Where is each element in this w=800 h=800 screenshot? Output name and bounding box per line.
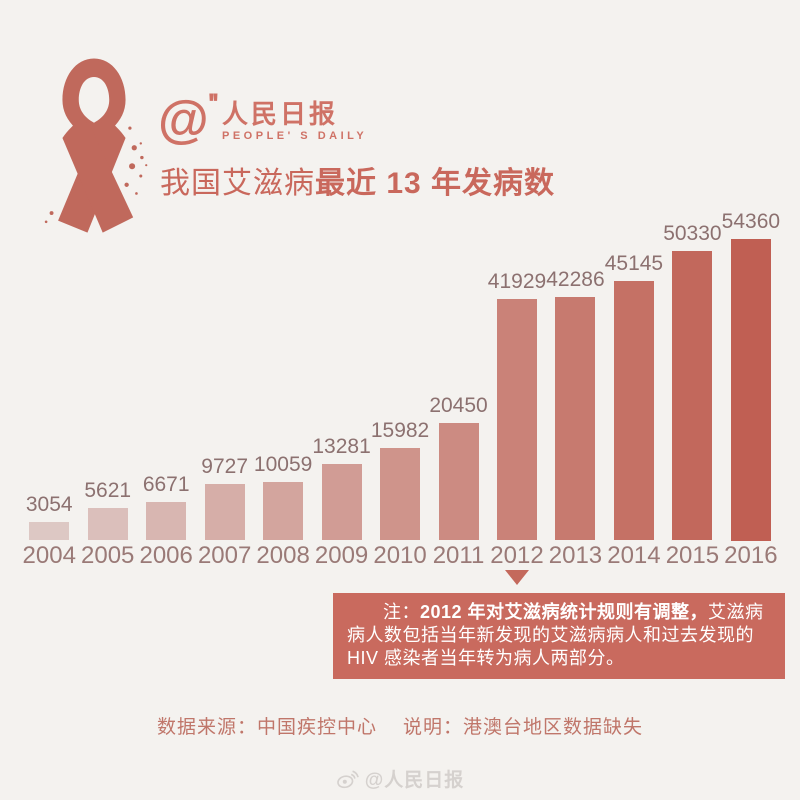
bar-value-label: 6671 [142, 473, 190, 496]
bar-column-2008: 10059 2008 [254, 210, 312, 570]
year-label: 2005 [81, 542, 135, 569]
data-source-label: 数据来源：中国疾控中心 [156, 716, 377, 738]
bar-column-2015: 50330 2015 [663, 210, 721, 570]
bar-value-label: 3054 [25, 493, 73, 516]
aids-ribbon-icon [44, 58, 148, 233]
page-title: 我国艾滋病最近 13 年发病数 [160, 158, 555, 202]
note-text: 注：2012 年对艾滋病统计规则有调整，艾滋病病人数包括当年新发现的艾滋病病人和… [347, 601, 771, 670]
bar-column-2009: 13281 2009 [312, 210, 370, 570]
bar-column-2013: 42286 2013 [546, 210, 604, 570]
note-box: 注：2012 年对艾滋病统计规则有调整，艾滋病病人数包括当年新发现的艾滋病病人和… [333, 593, 785, 679]
weibo-icon [336, 769, 359, 788]
bar-column-2010: 15982 2010 [371, 210, 429, 570]
year-label: 2014 [607, 542, 661, 569]
logo-tick-marks-icon: '' [207, 88, 219, 121]
bar-column-2014: 45145 2014 [605, 210, 663, 570]
bar [87, 508, 128, 540]
bar-value-label: 20450 [429, 394, 488, 417]
year-label: 2004 [22, 542, 76, 569]
bar-value-label: 10059 [253, 453, 313, 476]
bar-column-2006: 6671 2006 [137, 210, 195, 570]
bar-chart: 3054 2004 5621 2005 6671 2006 9727 2007 10059 200… [20, 210, 781, 570]
year-label: 2008 [256, 542, 310, 569]
bar [321, 464, 362, 540]
bar [555, 297, 596, 540]
bar-value-label: 54360 [721, 210, 781, 233]
bar [496, 299, 537, 540]
bar-value-label: 50330 [663, 222, 722, 245]
logo-subtitle: PEOPLE' S DAILY [222, 130, 368, 142]
bar-column-2004: 3054 2004 [20, 210, 78, 570]
bar-column-2007: 9727 2007 [195, 210, 253, 570]
title-regular-part: 我国艾滋病 [160, 167, 315, 200]
note-pointer-triangle-icon [505, 570, 529, 585]
year-label: 2013 [548, 542, 603, 569]
bar-column-2012: 41929 2012 [488, 210, 546, 570]
year-label: 2012 [490, 542, 544, 569]
year-label: 2006 [139, 542, 193, 569]
watermark-text: @人民日报 [364, 770, 465, 791]
weibo-watermark: @人民日报 [0, 765, 800, 792]
logo-name: 人民日报 [222, 99, 339, 129]
year-label: 2015 [665, 542, 720, 569]
note-prefix: 注： [383, 602, 420, 622]
bar-column-2005: 5621 2005 [78, 210, 136, 570]
title-bold-part: 最近 13 年发病数 [315, 167, 556, 200]
bar [204, 484, 245, 540]
bar [380, 448, 421, 540]
bar-value-label: 42286 [546, 268, 605, 291]
bar-value-label: 15982 [370, 419, 430, 442]
bar [146, 502, 187, 540]
bar [613, 281, 654, 540]
bar-value-label: 5621 [84, 479, 132, 502]
bar-column-2016: 54360 2016 [722, 210, 780, 570]
bar [730, 239, 771, 541]
year-label: 2009 [314, 542, 369, 569]
year-label: 2016 [724, 542, 778, 569]
bar-value-label: 9727 [201, 455, 248, 478]
bar [263, 482, 304, 540]
bar-column-2011: 20450 2011 [429, 210, 487, 570]
year-label: 2011 [432, 542, 485, 569]
footer-source-line: 数据来源：中国疾控中心 说明：港澳台地区数据缺失 [0, 712, 800, 739]
note-bold-text: 2012 年对艾滋病统计规则有调整， [420, 602, 709, 622]
peoples-daily-logo: @ '' 人民日报 PEOPLE' S DAILY [158, 88, 368, 149]
year-label: 2010 [373, 542, 427, 569]
bar [29, 522, 70, 540]
bar [672, 251, 713, 540]
data-note-label: 说明：港澳台地区数据缺失 [403, 716, 644, 738]
note-rest-text: 艾滋病病人数包括当年新发现的艾滋病病人和过去发现的 HIV 感染者当年转为病人两… [347, 602, 764, 668]
bar-value-label: 13281 [312, 435, 371, 458]
year-label: 2007 [197, 542, 252, 569]
bar [438, 423, 479, 540]
bar-value-label: 45145 [604, 252, 664, 275]
bar-value-label: 41929 [487, 270, 547, 293]
at-symbol-icon: @ [158, 91, 209, 149]
